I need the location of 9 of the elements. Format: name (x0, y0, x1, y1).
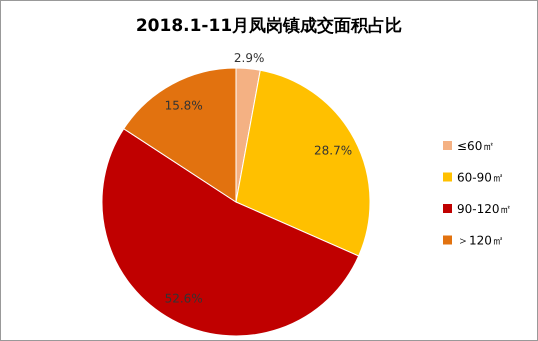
legend-label: 60-90㎡ (457, 170, 504, 184)
legend-label: 90-120㎡ (457, 202, 512, 216)
data-label: 2.9% (234, 50, 264, 65)
data-label: 28.7% (314, 144, 352, 158)
legend-label: ≤60㎡ (457, 139, 494, 153)
data-label: 52.6% (164, 292, 203, 306)
data-label: 15.8% (164, 98, 203, 112)
chart-title: 2018.1-11月凤岗镇成交面积占比 (136, 16, 402, 36)
legend-label: ＞120㎡ (457, 234, 504, 248)
